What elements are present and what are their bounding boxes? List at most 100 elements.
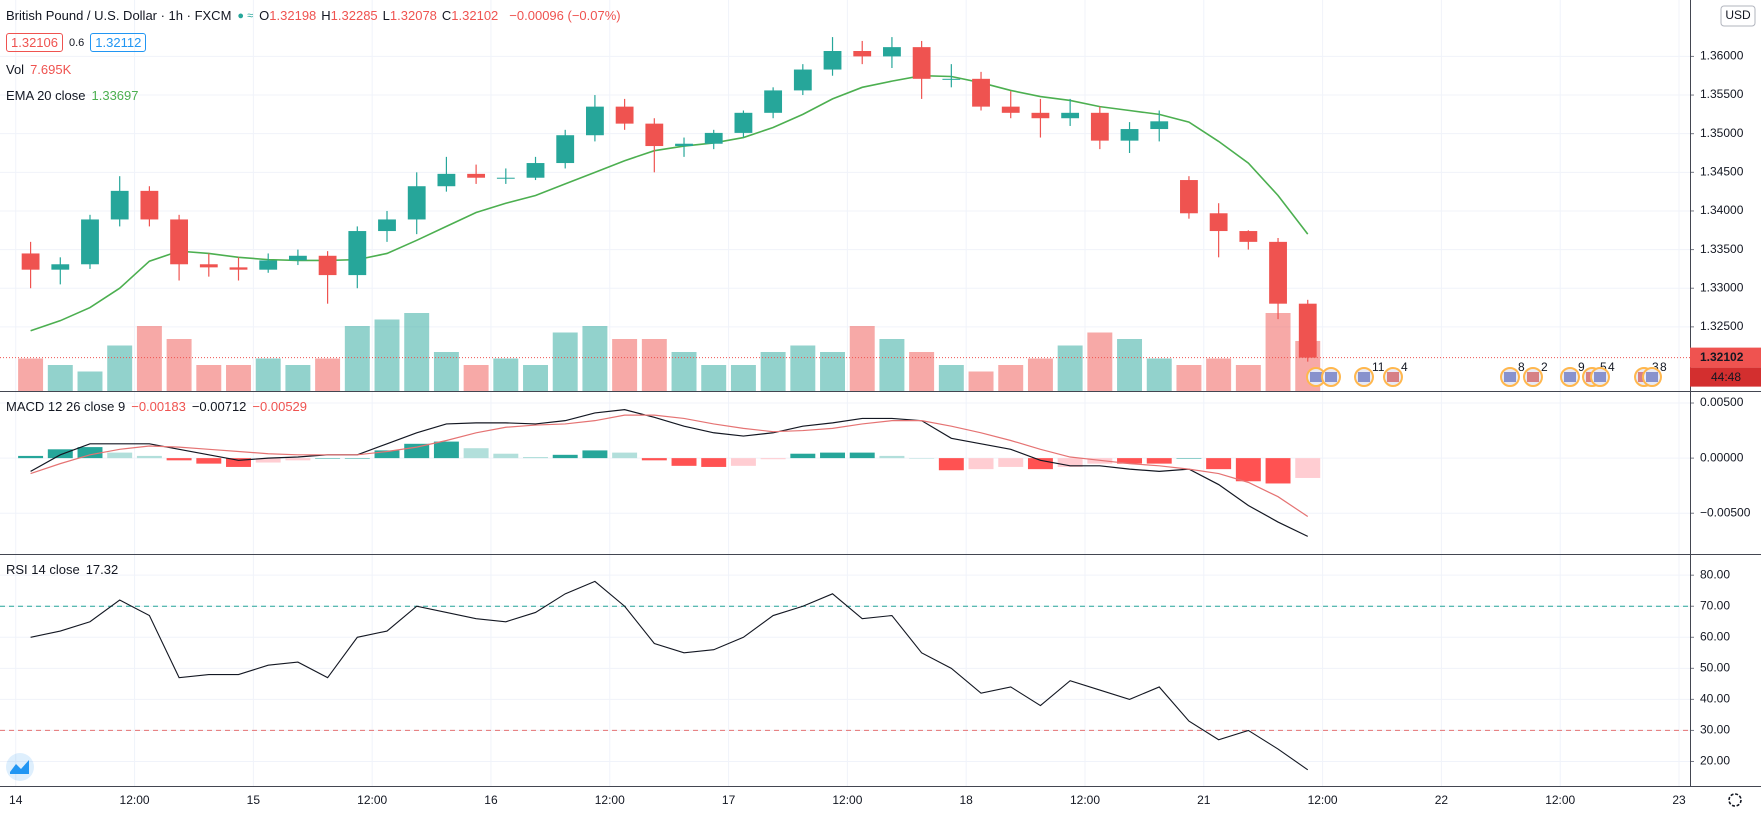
y-tick-label: 1.35500 [1700, 87, 1744, 101]
volume-bar [107, 345, 133, 391]
candle-body [229, 267, 248, 270]
y-tick-label: 30.00 [1700, 723, 1730, 737]
volume-bar [77, 371, 103, 391]
event-count: 11 [1372, 360, 1385, 374]
rsi-title: RSI 14 close [6, 562, 80, 577]
candle-body [407, 186, 426, 220]
ohlc-key: L [382, 8, 390, 23]
event-flag-stripe [1325, 372, 1337, 382]
rsi-value: 17.32 [85, 562, 119, 577]
volume-bar [730, 365, 756, 391]
currency-label: USD [1725, 8, 1751, 22]
event-icon[interactable]: 4 [1590, 360, 1615, 387]
x-tick-label: 16 [484, 793, 498, 807]
logo [6, 753, 34, 781]
candle-body [81, 219, 99, 265]
event-flag-stripe [1310, 372, 1322, 382]
ask[interactable]: 1.32112 [90, 33, 147, 52]
candle-body [170, 219, 189, 265]
event-icon[interactable]: 8 [1642, 360, 1667, 387]
y-tick-label: 1.34500 [1700, 164, 1744, 178]
volume-bar [196, 365, 222, 391]
logo-mark [10, 760, 29, 774]
event-icon[interactable] [1321, 367, 1341, 387]
candle-body [1298, 303, 1317, 358]
candle-body [942, 78, 961, 80]
volume-bar [998, 365, 1024, 391]
rsi-legend: RSI 14 close 17.32 [6, 562, 118, 577]
volume-bar [374, 319, 400, 391]
event-icon[interactable]: 9 [1560, 360, 1585, 387]
x-tick-label: 21 [1197, 793, 1211, 807]
candle-body [675, 143, 693, 147]
candle-body [496, 177, 515, 179]
volume-bar [226, 365, 251, 391]
macd-histogram-bar [107, 452, 133, 459]
event-count: 8 [1518, 360, 1525, 374]
y-tick-label: 0.00500 [1700, 395, 1744, 409]
y-tick-label: 50.00 [1700, 660, 1730, 674]
currency-box [1720, 5, 1756, 27]
candle-body [1031, 112, 1050, 119]
volume-bar [47, 365, 73, 391]
ema-name: EMA 20 close [6, 88, 86, 103]
candle-body [1239, 231, 1258, 242]
macd-histogram-bar [344, 458, 370, 459]
volume-bar [493, 358, 519, 391]
volume-value: 7.695K [30, 62, 72, 77]
macd-histogram-bar [1117, 458, 1143, 464]
x-tick-label: 18 [960, 793, 974, 807]
x-tick-label: 23 [1672, 793, 1686, 807]
macd-histogram-bar [849, 452, 875, 459]
event-icon[interactable]: 8 [1500, 360, 1525, 387]
volume-bar [166, 339, 192, 391]
macd-histogram-bar [612, 452, 638, 459]
volume-bar [1235, 365, 1261, 391]
volume-bar [1087, 332, 1113, 391]
macd-histogram-bar [701, 458, 727, 467]
candle-body [526, 163, 545, 178]
macd-histogram-bar [493, 453, 519, 459]
volume-bar [404, 313, 430, 391]
candle-body [823, 51, 842, 70]
macd-histogram-bar [641, 458, 667, 461]
event-flag-stripe [1504, 372, 1516, 382]
macd-histogram-bar [196, 458, 222, 464]
event-icon[interactable]: 11 [1354, 360, 1385, 387]
y-tick-label: 80.00 [1700, 567, 1730, 581]
volume-bar [849, 326, 875, 391]
volume-bar [641, 339, 667, 391]
candle-body [1061, 112, 1080, 119]
macd-histogram-bar [433, 441, 459, 459]
volume-name: Vol [6, 62, 25, 77]
bid[interactable]: 1.32106 [6, 33, 63, 52]
macd-histogram-bar [166, 458, 192, 461]
volume-bar [968, 371, 994, 391]
volume-bar [879, 339, 905, 391]
ema-legend: EMA 20 close 1.33697 [6, 88, 139, 103]
volume-bar [582, 326, 608, 391]
macd-histogram-bar [523, 457, 548, 459]
macd-histogram-bar [582, 450, 608, 459]
event-icon[interactable]: 2 [1523, 360, 1548, 387]
event-flag-stripe [1564, 372, 1576, 382]
macd-signal-value: −0.00529 [252, 399, 308, 414]
macd-histogram-bar [1057, 458, 1083, 467]
x-tick-label: 12:00 [120, 793, 150, 807]
candle-body [645, 123, 664, 147]
candle-body [615, 106, 634, 124]
event-icon[interactable]: 4 [1383, 360, 1408, 387]
macd-histogram-bar [730, 458, 756, 466]
y-tick-label: 1.34000 [1700, 203, 1744, 217]
x-tick-label: 17 [722, 793, 736, 807]
volume-bar [1117, 339, 1143, 391]
candle-body [51, 264, 70, 270]
candle-body [853, 51, 872, 57]
candle-body [764, 90, 783, 113]
event-count: 5 [1600, 360, 1607, 374]
settings-button[interactable] [1728, 793, 1742, 807]
volume-bar [1176, 365, 1202, 391]
candle-body [1150, 121, 1169, 130]
candle-body [288, 255, 307, 261]
y-tick-label: 70.00 [1700, 598, 1730, 612]
